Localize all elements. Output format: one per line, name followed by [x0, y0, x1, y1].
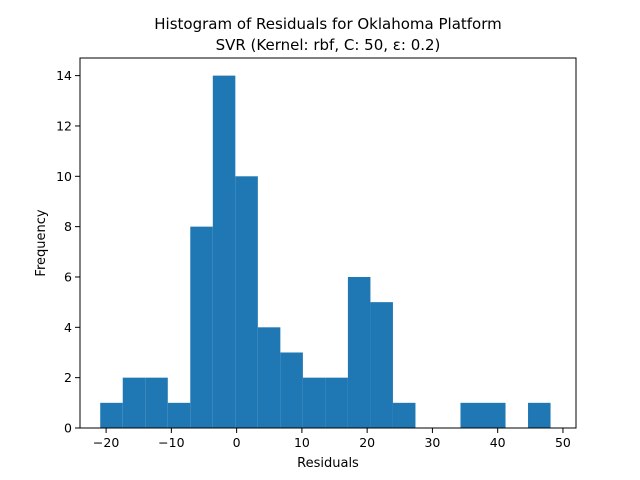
y-tick-label: 10: [56, 169, 72, 184]
x-tick-label: −20: [93, 435, 119, 450]
histogram-bar-7: [257, 327, 281, 428]
histogram-bar-1: [122, 377, 146, 428]
histogram-bar-0: [100, 402, 123, 428]
y-tick-label: 14: [56, 68, 72, 83]
y-tick-label: 4: [64, 320, 72, 335]
y-tick-label: 6: [64, 269, 72, 284]
y-tick-label: 12: [56, 118, 72, 133]
histogram-bar-4: [190, 226, 213, 428]
histogram-bar-3: [167, 402, 191, 428]
y-axis-ticks: 0 2 4 6 8 10 12 14: [56, 68, 80, 436]
histogram-bars: [100, 75, 551, 429]
x-tick-label: 20: [359, 435, 375, 450]
histogram-bar-5: [212, 75, 236, 429]
x-axis-label: Residuals: [297, 456, 359, 471]
histogram-bar-16: [460, 402, 483, 428]
histogram-bar-17: [483, 402, 506, 428]
y-tick-label: 0: [64, 421, 72, 436]
x-tick-label: 50: [555, 435, 571, 450]
histogram-bar-11: [347, 276, 371, 428]
x-tick-label: 30: [424, 435, 440, 450]
chart-title-line1: Histogram of Residuals for Oklahoma Plat…: [154, 15, 502, 33]
histogram-bar-19: [528, 402, 551, 428]
x-tick-label: −10: [158, 435, 184, 450]
histogram-bar-9: [302, 377, 326, 428]
histogram-bar-8: [280, 352, 303, 428]
histogram-bar-2: [145, 377, 168, 428]
histogram-bar-6: [235, 176, 258, 428]
histogram-bar-12: [370, 302, 393, 428]
histogram-bar-10: [325, 377, 348, 428]
chart-title-line2: SVR (Kernel: rbf, C: 50, ε: 0.2): [216, 36, 441, 54]
y-tick-label: 2: [64, 370, 72, 385]
histogram-bar-13: [392, 402, 416, 428]
x-tick-label: 10: [294, 435, 310, 450]
y-tick-label: 8: [64, 219, 72, 234]
y-axis-label: Frequency: [34, 209, 49, 276]
x-tick-label: 0: [233, 435, 241, 450]
plot-frame: [79, 57, 577, 429]
x-axis-ticks: −20 −10 0 10 20 30 40 50: [93, 428, 571, 450]
x-tick-label: 40: [490, 435, 506, 450]
